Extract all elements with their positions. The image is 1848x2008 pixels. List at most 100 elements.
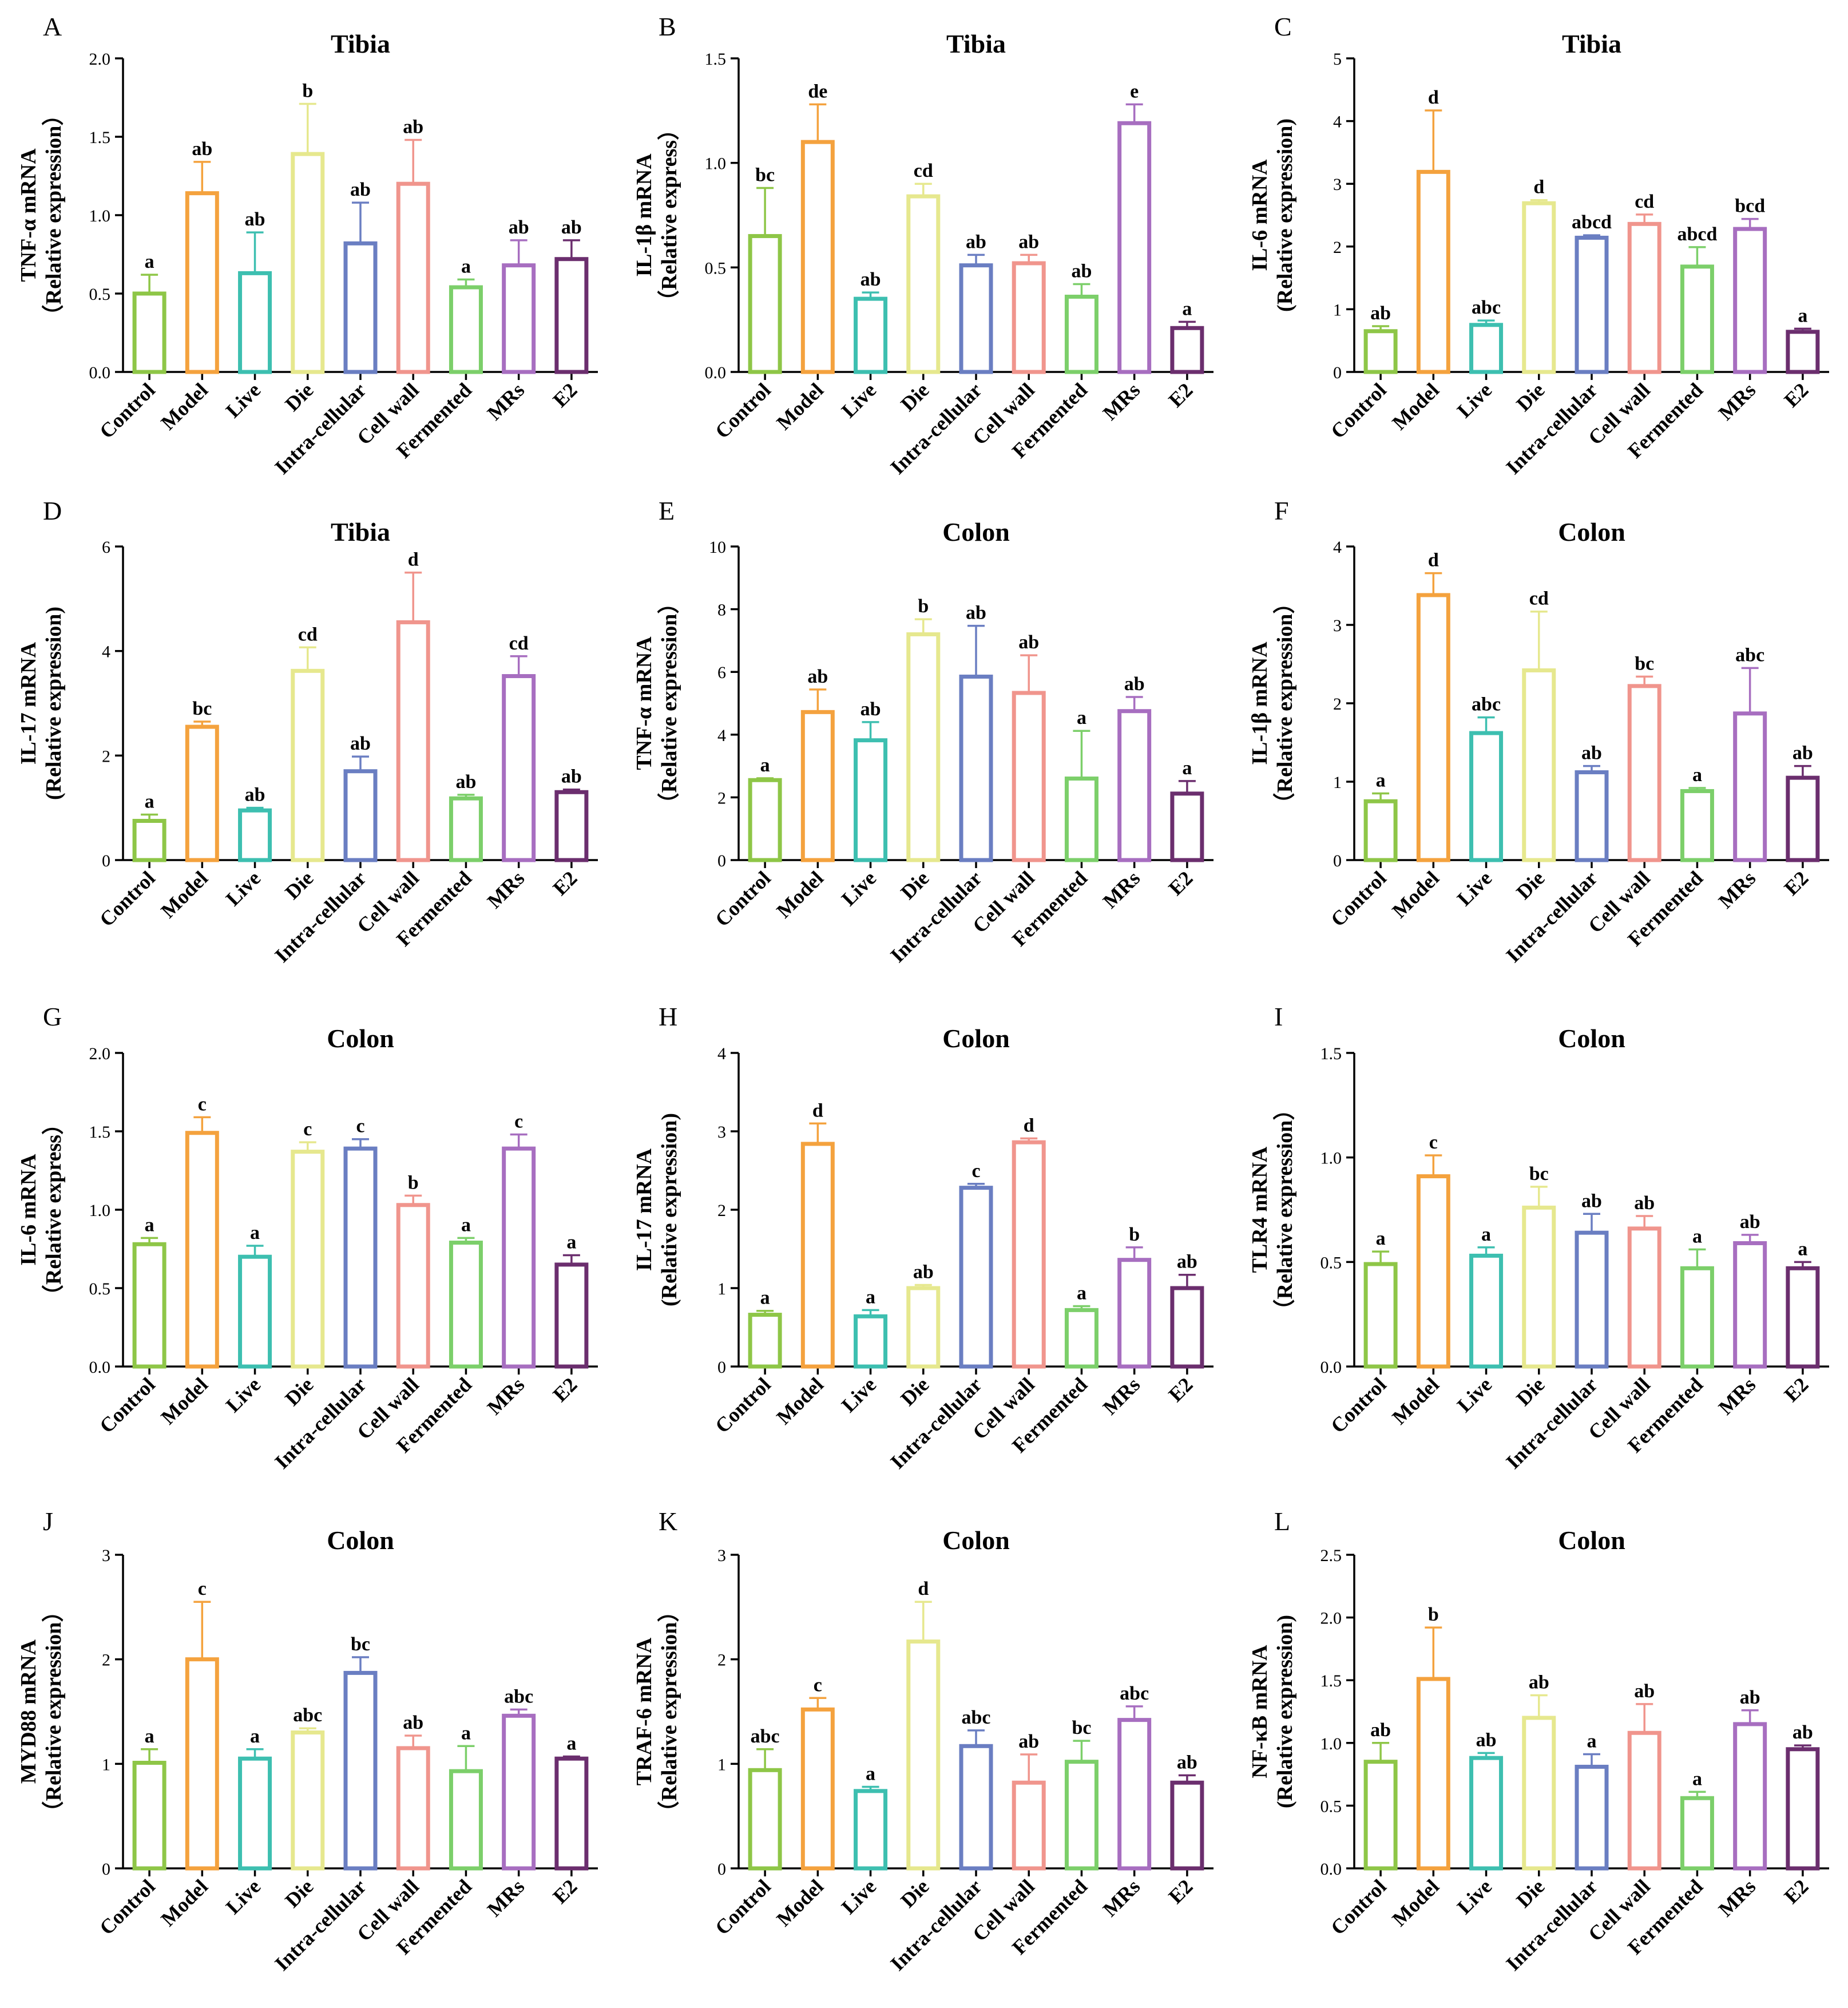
x-tick-label: Intra-cellular bbox=[886, 1875, 986, 1975]
x-tick-label: Die bbox=[280, 378, 318, 415]
bar-mrs bbox=[1733, 711, 1767, 862]
y-tick-label: 0.5 bbox=[1320, 1253, 1342, 1272]
y-axis-label-line: TNF-α mRNA bbox=[632, 636, 656, 770]
significance-label: bcd bbox=[1735, 196, 1765, 217]
significance-label: abc bbox=[751, 1726, 780, 1747]
y-tick-label: 1 bbox=[102, 1755, 110, 1774]
significance-label: ab bbox=[1018, 632, 1039, 653]
bar-die bbox=[906, 194, 941, 374]
y-axis-label-line: TRAF-6 mRNA bbox=[632, 1637, 656, 1785]
x-tick-label: Control bbox=[711, 866, 775, 931]
panel-b: B Tibia IL-1β mRNA（Relative express） 0.0 0.5… bbox=[632, 12, 1214, 479]
bar-cell-wall bbox=[1012, 1140, 1046, 1369]
bar-cell-wall bbox=[1627, 684, 1661, 862]
significance-label: ab bbox=[561, 217, 582, 238]
x-tick-label: E2 bbox=[1780, 866, 1813, 900]
x-tick-label: Intra-cellular bbox=[1501, 1373, 1601, 1473]
panel-title: Colon bbox=[942, 1526, 1010, 1555]
bar-intra-cellular bbox=[959, 263, 993, 374]
y-axis-label-line: (Relative expression) bbox=[42, 607, 66, 800]
bar-live bbox=[854, 1789, 888, 1871]
y-tick-label: 0 bbox=[717, 851, 726, 870]
significance-label: c bbox=[814, 1674, 822, 1696]
panel-letter: F bbox=[1274, 496, 1289, 525]
panel-g: G Colon IL-6 mRNA（Relative express） 0.0 0.5 1… bbox=[17, 1002, 598, 1474]
x-tick-label: Control bbox=[1326, 378, 1391, 443]
significance-label: cd bbox=[914, 160, 933, 181]
bar-die bbox=[906, 1639, 941, 1871]
significance-label: a bbox=[1692, 1768, 1702, 1789]
bar-control bbox=[748, 1313, 782, 1369]
bar-e2 bbox=[1786, 775, 1820, 862]
x-tick-label: MRs bbox=[1099, 378, 1145, 425]
bar-model bbox=[185, 1657, 219, 1871]
y-tick-label: 2.0 bbox=[1320, 1609, 1342, 1628]
bar-fermented bbox=[1064, 1760, 1099, 1871]
significance-label: a bbox=[461, 1722, 471, 1744]
bar-e2 bbox=[1170, 1286, 1204, 1369]
significance-label: abc bbox=[1472, 694, 1501, 715]
y-tick-label: 2 bbox=[717, 1201, 726, 1220]
significance-label: a bbox=[760, 755, 770, 776]
significance-label: abc bbox=[293, 1705, 322, 1726]
x-tick-label: MRs bbox=[483, 866, 529, 913]
y-tick-label: 4 bbox=[1333, 113, 1342, 132]
y-tick-label: 2 bbox=[717, 1651, 726, 1670]
bar-intra-cellular bbox=[959, 674, 993, 862]
y-axis-label-line: （Relative express） bbox=[42, 1113, 66, 1306]
y-axis-label-line: IL-17 mRNA bbox=[17, 641, 41, 765]
x-tick-label: MRs bbox=[1714, 378, 1760, 425]
significance-label: ab bbox=[1529, 1672, 1549, 1693]
significance-label: c bbox=[356, 1116, 364, 1137]
panel-a: A Tibia TNF-α mRNA（Relative expression） 0.0… bbox=[17, 12, 598, 479]
significance-label: a bbox=[1692, 1226, 1702, 1247]
significance-label: a bbox=[866, 1286, 875, 1308]
y-tick-label: 1.0 bbox=[1320, 1734, 1342, 1753]
y-tick-label: 3 bbox=[717, 1546, 726, 1565]
panel-title: Tibia bbox=[331, 517, 390, 546]
bar-die bbox=[1522, 201, 1556, 374]
bar-cell-wall bbox=[1627, 221, 1661, 374]
significance-label: a bbox=[145, 251, 154, 272]
significance-label: ab bbox=[1581, 743, 1602, 764]
significance-label: ab bbox=[561, 766, 582, 787]
bar-live bbox=[238, 271, 272, 374]
y-axis-label: IL-6 mRNA（Relative express） bbox=[17, 1113, 66, 1306]
x-tick-label: Intra-cellular bbox=[1501, 1875, 1601, 1975]
x-tick-label: E2 bbox=[1780, 1373, 1813, 1406]
x-tick-label: Die bbox=[280, 1875, 318, 1912]
panel-letter: B bbox=[659, 12, 676, 41]
x-tick-label: E2 bbox=[549, 1875, 582, 1908]
bar-mrs bbox=[1733, 227, 1767, 374]
y-tick-label: 2.0 bbox=[89, 50, 111, 69]
x-tick-label: Live bbox=[1453, 866, 1496, 910]
bar-cell-wall bbox=[396, 181, 430, 374]
bar-fermented bbox=[449, 1769, 483, 1871]
y-tick-label: 0.0 bbox=[89, 1358, 111, 1377]
x-tick-label: E2 bbox=[1164, 866, 1197, 900]
y-tick-label: 0.0 bbox=[1320, 1860, 1342, 1879]
bar-control bbox=[1363, 1760, 1398, 1871]
x-tick-label: MRs bbox=[483, 378, 529, 425]
x-tick-label: Live bbox=[837, 866, 881, 910]
y-tick-label: 4 bbox=[102, 643, 110, 662]
significance-label: a bbox=[1481, 1224, 1491, 1245]
panel-j: J Colon MYD88 mRNA（Relative expression） 0 1 2… bbox=[17, 1507, 598, 1975]
significance-label: ab bbox=[509, 217, 529, 238]
x-tick-label: Model bbox=[156, 1373, 212, 1429]
bar-e2 bbox=[554, 1756, 589, 1871]
bar-live bbox=[1469, 731, 1504, 862]
y-tick-label: 0.5 bbox=[705, 259, 727, 278]
x-tick-label: E2 bbox=[549, 378, 582, 411]
significance-label: a bbox=[250, 1726, 260, 1747]
significance-label: d bbox=[1428, 87, 1439, 108]
significance-label: abcd bbox=[1677, 224, 1717, 245]
bar-fermented bbox=[449, 285, 483, 374]
x-tick-label: Intra-cellular bbox=[886, 866, 986, 967]
bar-die bbox=[291, 668, 325, 862]
y-axis-label-line: （Relative expression） bbox=[42, 1601, 66, 1823]
panel-title: Tibia bbox=[946, 29, 1006, 58]
bar-model bbox=[1416, 169, 1450, 374]
x-tick-label: Intra-cellular bbox=[886, 1373, 986, 1473]
significance-label: ab bbox=[1793, 743, 1813, 764]
